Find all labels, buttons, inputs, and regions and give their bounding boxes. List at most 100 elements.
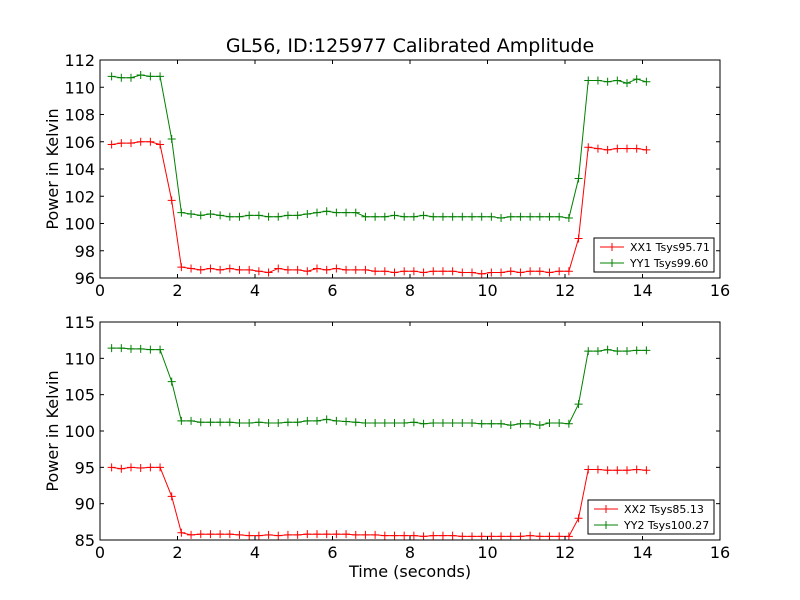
x-tick-label: 0 — [95, 281, 105, 300]
data-point — [117, 73, 126, 82]
data-point — [623, 347, 631, 356]
data-point — [564, 532, 573, 541]
data-point — [380, 267, 389, 276]
data-point — [293, 265, 302, 274]
data-point — [225, 418, 234, 427]
data-point — [107, 140, 116, 149]
x-axis-label: Time (seconds) — [348, 562, 471, 581]
data-point — [167, 196, 176, 205]
data-point — [448, 267, 457, 276]
data-point — [574, 234, 583, 243]
data-point — [603, 466, 612, 475]
data-point — [613, 347, 622, 356]
data-point — [458, 419, 467, 428]
x-tick-label: 8 — [405, 281, 415, 300]
y-tick-label: 98 — [75, 242, 95, 261]
data-point — [136, 344, 145, 353]
data-point — [177, 416, 186, 425]
data-point — [535, 267, 544, 276]
data-point — [477, 269, 486, 278]
data-point — [156, 463, 165, 472]
data-point — [235, 265, 244, 274]
data-point — [117, 344, 126, 353]
data-point — [196, 418, 205, 427]
data-point — [477, 532, 486, 541]
data-point — [235, 530, 244, 539]
data-point — [419, 419, 428, 428]
data-point — [361, 265, 370, 274]
data-point — [245, 265, 254, 274]
data-point — [156, 140, 165, 149]
data-point — [593, 76, 602, 85]
data-point — [293, 530, 302, 539]
data-point — [487, 419, 496, 428]
x-tick-label: 12 — [555, 543, 575, 562]
data-point — [438, 531, 447, 540]
data-point — [429, 212, 438, 221]
data-point — [225, 264, 234, 273]
data-point — [293, 211, 302, 220]
y-tick-label: 110 — [64, 349, 95, 368]
data-point — [351, 418, 360, 427]
y-tick-label: 112 — [64, 51, 95, 70]
legend-label: XX2 Tsys85.13 — [624, 503, 704, 516]
data-point — [146, 72, 155, 81]
legend-marker — [608, 259, 616, 267]
data-point — [516, 419, 525, 428]
data-point — [400, 267, 409, 276]
data-point — [438, 267, 447, 276]
data-point — [361, 212, 370, 221]
data-point — [235, 212, 244, 221]
data-point — [371, 212, 380, 221]
data-point — [235, 419, 244, 428]
data-point — [429, 267, 438, 276]
data-point — [313, 264, 321, 273]
y-tick-label: 104 — [64, 160, 95, 179]
data-point — [419, 532, 428, 541]
data-point — [642, 466, 651, 475]
data-point — [468, 268, 476, 277]
data-point — [196, 530, 205, 539]
data-point — [390, 211, 399, 220]
data-point — [187, 209, 196, 218]
data-point — [477, 212, 486, 221]
data-point — [245, 531, 254, 540]
data-point — [146, 137, 155, 146]
data-point — [342, 417, 351, 426]
x-tick-label: 12 — [555, 281, 575, 300]
data-point — [545, 268, 554, 277]
data-point — [351, 530, 360, 539]
data-point — [584, 76, 593, 85]
data-point — [303, 267, 312, 276]
data-point — [274, 264, 283, 273]
data-point — [117, 464, 126, 473]
data-point — [409, 418, 418, 427]
data-point — [371, 530, 380, 539]
data-point — [603, 77, 612, 86]
data-point — [613, 144, 622, 153]
y-tick-label: 110 — [64, 78, 95, 97]
data-point — [535, 212, 544, 221]
data-point — [409, 531, 418, 540]
x-tick-label: 10 — [477, 543, 497, 562]
data-point — [351, 208, 360, 217]
data-point — [107, 72, 116, 81]
data-point — [245, 211, 254, 220]
data-point — [303, 209, 312, 218]
data-point — [516, 532, 525, 541]
data-point — [146, 345, 155, 354]
data-point — [313, 208, 321, 217]
chart-top: 0 2 4 6 8 10 12 14 16 96 98 100 102 104 106 108 110 112 GL… — [43, 35, 730, 300]
data-point — [167, 135, 176, 144]
data-point — [216, 530, 225, 539]
data-point — [254, 211, 263, 220]
data-point — [555, 212, 564, 221]
data-point — [390, 419, 399, 428]
data-point — [107, 463, 116, 472]
data-point — [458, 212, 467, 221]
data-point — [390, 531, 399, 540]
data-point — [497, 532, 506, 541]
data-point — [468, 212, 476, 221]
data-point — [400, 531, 409, 540]
x-tick-label: 4 — [250, 281, 260, 300]
